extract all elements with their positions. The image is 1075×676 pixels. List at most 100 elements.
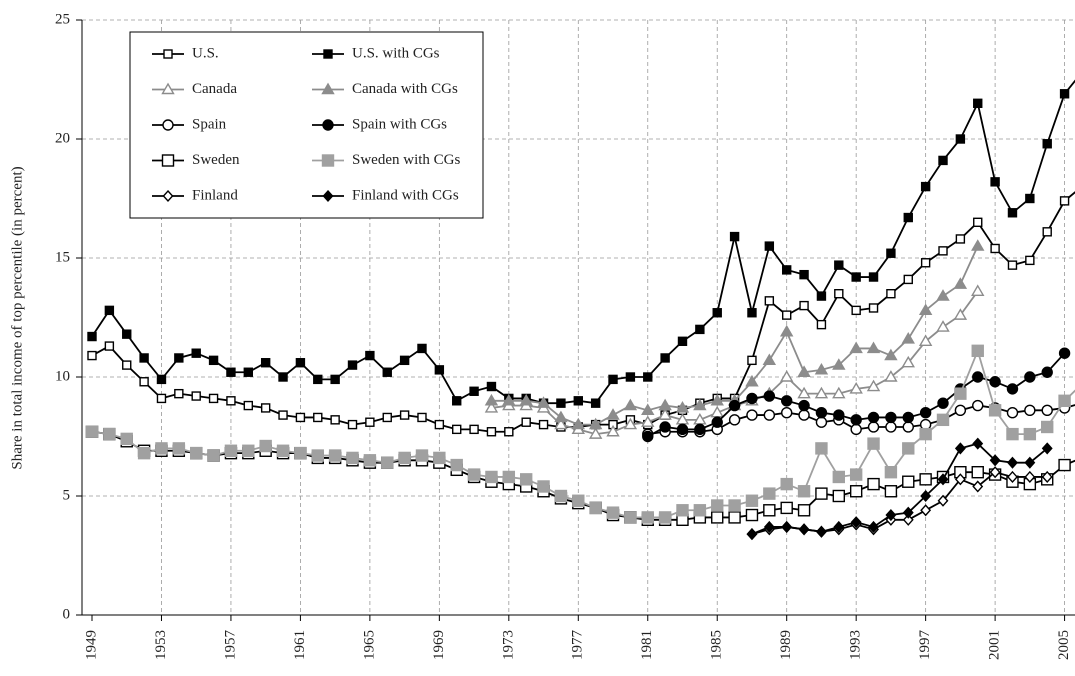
marker [885, 411, 897, 424]
legend-label: Spain with CGs [352, 116, 447, 132]
marker [972, 371, 984, 383]
marker [484, 401, 499, 413]
marker [1006, 383, 1019, 395]
x-tick-label: 1977 [570, 630, 586, 661]
marker [781, 520, 793, 533]
x-tick-label: 1981 [639, 630, 655, 660]
marker [1025, 255, 1035, 266]
marker [1041, 470, 1053, 484]
marker [260, 403, 271, 413]
marker [799, 300, 809, 311]
marker [868, 303, 879, 313]
marker [850, 414, 862, 426]
marker [1041, 366, 1053, 378]
marker [937, 397, 949, 409]
marker [971, 344, 984, 358]
marker [322, 119, 334, 131]
y-tick-label: 25 [55, 11, 70, 27]
marker [815, 407, 828, 419]
marker [902, 506, 914, 519]
marker [467, 468, 481, 481]
marker [866, 379, 881, 392]
marker [625, 372, 636, 382]
marker [161, 154, 175, 167]
marker [207, 449, 220, 462]
legend-label: Canada [192, 81, 237, 97]
marker [381, 456, 394, 469]
marker [902, 513, 914, 526]
marker [259, 439, 272, 453]
marker [884, 370, 898, 382]
marker [867, 411, 880, 424]
x-tick-label: 1973 [500, 630, 516, 660]
marker [104, 305, 115, 316]
marker [693, 398, 707, 411]
marker [1024, 371, 1036, 383]
marker [779, 370, 794, 382]
marker [797, 504, 811, 517]
marker [278, 410, 288, 420]
marker [850, 423, 862, 436]
marker [137, 446, 151, 460]
marker [747, 355, 757, 366]
marker [973, 98, 983, 109]
marker [902, 442, 915, 455]
marker [191, 391, 201, 401]
marker [658, 398, 672, 411]
marker [903, 212, 913, 223]
marker [954, 442, 966, 455]
marker [162, 119, 174, 131]
marker [502, 393, 516, 406]
x-tick-label: 1949 [83, 630, 99, 660]
marker [798, 409, 810, 421]
legend-label: Spain [192, 116, 227, 132]
marker [191, 348, 201, 358]
marker [989, 454, 1001, 467]
marker [780, 501, 793, 515]
marker [623, 417, 638, 430]
marker [815, 525, 827, 538]
marker [156, 393, 167, 404]
marker [1041, 404, 1053, 417]
marker [936, 413, 950, 427]
marker [659, 421, 671, 433]
marker [85, 425, 99, 438]
marker [155, 442, 168, 455]
x-tick-label: 1989 [778, 630, 794, 660]
marker [711, 416, 723, 428]
marker [1041, 442, 1053, 455]
marker [746, 392, 758, 405]
y-tick-label: 5 [63, 487, 71, 503]
x-tick-label: 1985 [709, 630, 725, 660]
marker [920, 181, 931, 192]
marker [712, 308, 722, 318]
marker [1059, 89, 1070, 99]
marker [919, 473, 932, 486]
legend-label: U.S. with CGs [352, 45, 440, 61]
marker [937, 494, 949, 507]
marker [643, 372, 653, 382]
marker [294, 446, 307, 460]
marker [434, 365, 445, 375]
marker [104, 341, 115, 351]
marker [972, 437, 984, 450]
marker [588, 427, 603, 439]
marker [849, 468, 863, 481]
marker [834, 260, 844, 270]
marker [779, 324, 794, 337]
marker [676, 423, 689, 436]
marker [1007, 260, 1018, 270]
marker [208, 393, 219, 404]
marker [347, 419, 358, 430]
marker [988, 404, 1002, 417]
marker [278, 372, 288, 382]
marker [1024, 456, 1036, 469]
marker [711, 511, 724, 524]
marker [1059, 196, 1070, 206]
x-tick-label: 1965 [361, 630, 377, 660]
marker [641, 403, 655, 416]
marker [1006, 427, 1019, 441]
series-line [91, 79, 1075, 405]
marker [556, 398, 566, 408]
